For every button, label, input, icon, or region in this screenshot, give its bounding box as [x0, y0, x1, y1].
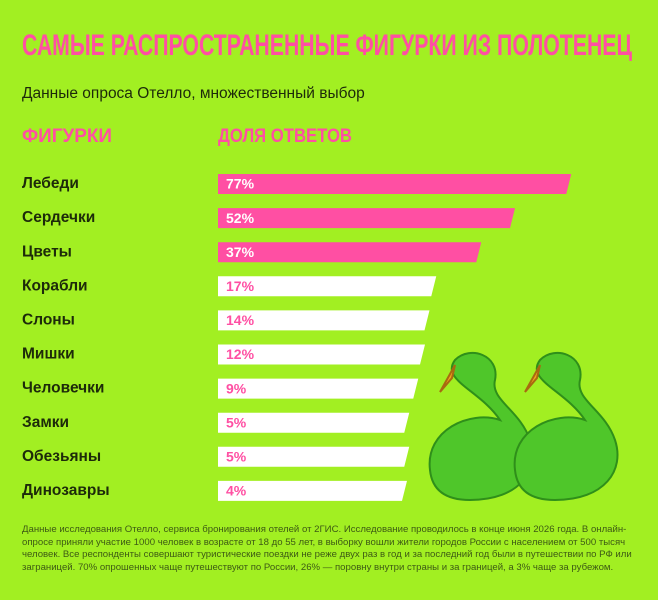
category-label: Динозавры [22, 482, 110, 499]
value-label: 77% [226, 176, 255, 192]
bar [218, 446, 410, 467]
subtitle: Данные опроса Отелло, множественный выбо… [22, 85, 365, 102]
value-label: 9% [226, 380, 247, 396]
category-label: Корабли [22, 277, 88, 294]
category-label: Человечки [22, 380, 104, 397]
bar [218, 242, 482, 263]
value-label: 5% [226, 449, 247, 465]
category-label: Обезьяны [22, 448, 101, 465]
swans-illustration [428, 351, 619, 502]
bar [218, 276, 437, 297]
footnote: Данные исследования Отелло, сервиса брон… [22, 524, 632, 573]
bar [218, 412, 410, 433]
value-label: 5% [226, 414, 247, 430]
value-header: ДОЛЯ ОТВЕТОВ [218, 126, 352, 147]
category-label: Сердечки [22, 209, 95, 226]
value-label: 12% [226, 346, 255, 362]
bar [218, 174, 572, 194]
category-label: Слоны [22, 311, 75, 328]
bar [218, 480, 407, 501]
chart-title: САМЫЕ РАСПРОСТРАНЕННЫЕ ФИГУРКИ ИЗ ПОЛОТЕ… [22, 29, 632, 62]
bar [218, 310, 430, 331]
category-label: Мишки [22, 346, 75, 363]
category-label: Цветы [22, 243, 72, 260]
category-label: Лебеди [22, 175, 79, 192]
category-header: ФИГУРКИ [22, 126, 112, 147]
bar [218, 378, 419, 399]
value-label: 52% [226, 210, 255, 226]
category-label: Замки [22, 414, 69, 431]
value-label: 37% [226, 244, 255, 260]
value-label: 14% [226, 312, 255, 328]
bar [218, 208, 515, 229]
value-label: 4% [226, 483, 247, 499]
bar [218, 344, 425, 365]
value-label: 17% [226, 278, 255, 294]
